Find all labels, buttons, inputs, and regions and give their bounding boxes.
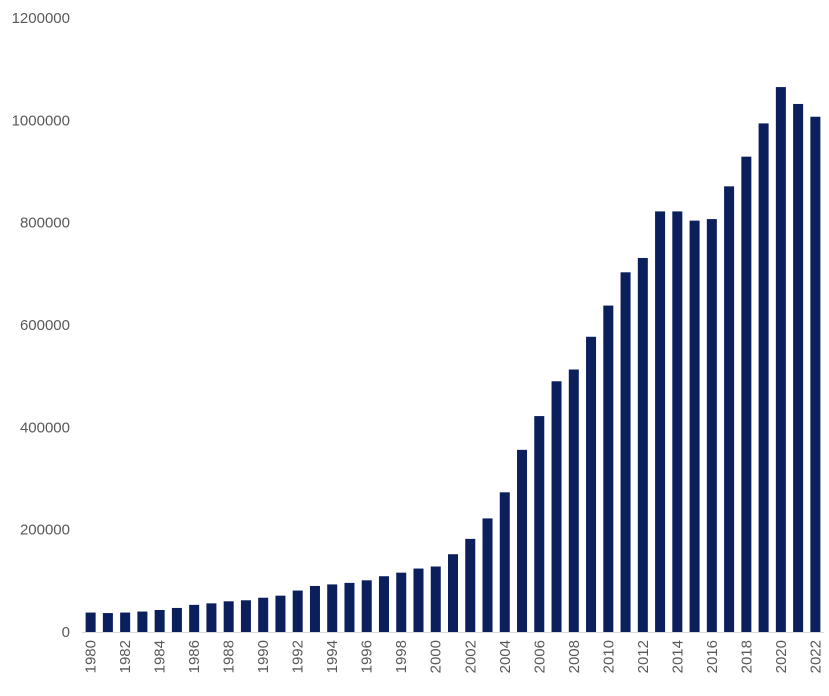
x-tick-label: 2014 [669,640,686,673]
bar-1992 [292,590,303,632]
bar-1998 [396,572,407,632]
y-tick-label: 400000 [20,419,70,436]
bar-1986 [189,604,200,632]
x-tick-label: 1992 [290,640,307,673]
y-tick-label: 800000 [20,215,70,232]
x-tick-label: 1994 [324,640,341,673]
bar-2022 [810,116,821,632]
bar-2011 [620,272,631,632]
y-tick-label: 0 [62,624,70,641]
x-tick-label: 1988 [221,640,238,673]
y-tick-label: 600000 [20,317,70,334]
bar-2014 [672,211,683,632]
x-tick-label: 2006 [531,640,548,673]
bar-2006 [534,416,545,632]
x-tick-label: 2020 [773,640,790,673]
bar-2000 [430,566,441,632]
x-tick-label: 2010 [600,640,617,673]
x-tick-label: 2012 [635,640,652,673]
bar-1984 [154,610,165,632]
bar-2019 [758,123,769,633]
x-tick-label: 2004 [497,640,514,673]
bar-2018 [741,156,752,632]
bar-2002 [465,538,476,632]
bar-2017 [724,186,735,632]
bar-1987 [206,603,217,632]
bar-1996 [361,580,372,632]
bar-1980 [85,612,96,632]
bar-1994 [327,584,338,632]
bar-1989 [240,600,251,632]
x-tick-label: 2016 [704,640,721,673]
bar-2008 [568,369,579,632]
bar-2001 [448,554,459,632]
x-tick-label: 1998 [393,640,410,673]
bar-1997 [378,576,389,632]
bar-1999 [413,568,424,632]
bar-2010 [603,305,614,632]
x-tick-label: 1986 [186,640,203,673]
x-tick-label: 1990 [255,640,272,673]
bar-2012 [637,257,648,632]
x-tick-label: 1980 [83,640,100,673]
bar-1985 [171,607,182,632]
bars [85,87,821,633]
x-tick-label: 1996 [359,640,376,673]
x-axis: 1980 1982 1984 1986 1988 1990 1992 1994 1996 1998… [83,640,825,673]
bar-1993 [309,585,320,632]
bar-1981 [102,613,113,632]
bar-1983 [137,611,148,632]
bar-1990 [258,597,269,632]
x-tick-label: 2002 [462,640,479,673]
x-tick-label: 2018 [738,640,755,673]
x-tick-label: 2000 [428,640,445,673]
y-tick-label: 1000000 [12,112,70,129]
x-tick-label: 1984 [152,640,169,673]
bar-1991 [275,595,286,632]
bar-2015 [689,220,700,632]
bar-1995 [344,582,355,632]
x-tick-label: 2022 [807,640,824,673]
x-tick-label: 2008 [566,640,583,673]
bar-2016 [706,219,717,632]
y-axis: 0 200000 400000 600000 800000 1000000 1200000 [12,10,70,641]
y-tick-label: 200000 [20,522,70,539]
bar-1988 [223,601,234,632]
bar-2020 [775,87,786,632]
bar-2021 [793,103,804,632]
x-tick-label: 1982 [117,640,134,673]
bar-2013 [655,211,666,632]
bar-2003 [482,518,493,632]
bar-1982 [120,612,131,632]
bar-2004 [499,492,510,632]
y-tick-label: 1200000 [12,10,70,27]
bar-2009 [586,336,597,632]
bar-2007 [551,381,562,632]
bar-2005 [517,449,528,632]
